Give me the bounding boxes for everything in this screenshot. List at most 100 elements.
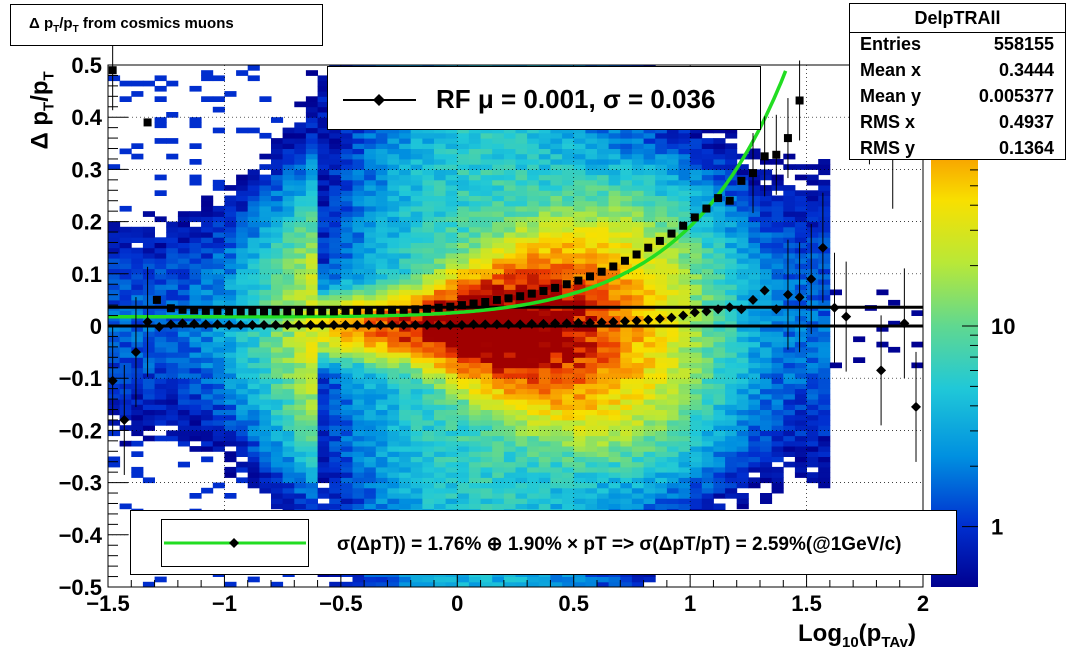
heatmap-cell: [713, 367, 726, 374]
heatmap-cell: [422, 430, 435, 437]
heatmap-cell: [294, 451, 307, 457]
heatmap-cell: [771, 226, 784, 233]
heatmap-cell: [212, 226, 225, 233]
heatmap-cell: [538, 414, 551, 421]
heatmap-cell: [201, 289, 214, 296]
heatmap-cell: [585, 461, 598, 468]
heatmap-cell: [783, 378, 796, 384]
heatmap-cell: [585, 164, 598, 170]
heatmap-cell: [713, 341, 726, 348]
heatmap-cell: [131, 153, 144, 160]
heatmap-cell: [608, 477, 621, 484]
heatmap-cell: [678, 388, 691, 395]
heatmap-cell: [119, 336, 132, 343]
heatmap-cell: [480, 451, 493, 457]
heatmap-cell: [154, 216, 167, 223]
heatmap-cell: [538, 383, 551, 390]
heatmap-cell: [666, 503, 679, 510]
heatmap-cell: [352, 195, 365, 202]
heatmap-cell: [538, 456, 551, 463]
heatmap-cell: [119, 289, 132, 296]
heatmap-cell: [748, 482, 761, 489]
heatmap-cell: [643, 383, 656, 390]
heatmap-cell: [713, 148, 726, 155]
heatmap-cell: [399, 237, 412, 243]
heatmap-cell: [690, 409, 703, 416]
heatmap-cell: [468, 326, 481, 332]
heatmap-cell: [620, 435, 633, 442]
heatmap-cell: [457, 185, 470, 191]
heatmap-cell: [422, 414, 435, 421]
heatmap-cell: [550, 336, 563, 343]
heatmap-cell: [794, 451, 807, 457]
heatmap-cell: [480, 273, 493, 280]
heatmap-cell: [154, 367, 167, 374]
heatmap-cell: [108, 221, 121, 228]
heatmap-cell: [364, 331, 377, 337]
heatmap-cell: [666, 159, 679, 165]
heatmap-cell: [236, 70, 249, 76]
heatmap-cell: [573, 315, 586, 322]
heatmap-cell: [562, 336, 575, 343]
heatmap-cell: [806, 164, 819, 170]
heatmap-cell: [643, 367, 656, 374]
heatmap-cell: [771, 414, 784, 421]
heatmap-cell: [736, 315, 749, 322]
heatmap-cell: [387, 456, 400, 463]
heatmap-cell: [736, 232, 749, 238]
heatmap-cell: [725, 440, 738, 447]
heatmap-cell: [701, 200, 714, 207]
heatmap-cell: [597, 205, 610, 212]
heatmap-cell: [108, 399, 121, 405]
heatmap-cell: [399, 232, 412, 238]
heatmap-cell: [690, 446, 703, 452]
heatmap-cell: [422, 258, 435, 264]
heatmap-cell: [736, 482, 749, 489]
heatmap-cell: [457, 451, 470, 457]
heatmap-cell: [480, 247, 493, 254]
heatmap-cell: [422, 268, 435, 275]
heatmap-cell: [189, 352, 202, 358]
heatmap-cell: [375, 216, 388, 223]
heatmap-cell: [387, 388, 400, 395]
heatmap-cell: [212, 331, 225, 337]
heatmap-cell: [247, 388, 260, 395]
heatmap-cell: [352, 378, 365, 384]
heatmap-cell: [748, 461, 761, 468]
heatmap-cell: [259, 409, 272, 416]
heatmap-cell: [515, 331, 528, 337]
heatmap-cell: [573, 477, 586, 484]
heatmap-cell: [597, 472, 610, 478]
heatmap-cell: [515, 487, 528, 494]
heatmap-cell: [142, 294, 155, 301]
heatmap-cell: [678, 383, 691, 390]
heatmap-cell: [573, 237, 586, 243]
heatmap-cell: [375, 420, 388, 426]
heatmap-cell: [259, 164, 272, 170]
heatmap-cell: [515, 581, 528, 588]
heatmap-cell: [725, 461, 738, 468]
heatmap-cell: [643, 268, 656, 275]
heatmap-cell: [794, 383, 807, 390]
heatmap-cell: [725, 294, 738, 301]
heatmap-cell: [631, 138, 644, 144]
heatmap-cell: [119, 310, 132, 316]
heatmap-cell: [573, 195, 586, 202]
heatmap-cell: [538, 179, 551, 186]
heatmap-cell: [701, 221, 714, 228]
heatmap-cell: [399, 294, 412, 301]
heatmap-cell: [317, 185, 330, 191]
heatmap-cell: [259, 190, 272, 196]
heatmap-cell: [434, 393, 447, 400]
heatmap-cell: [631, 294, 644, 301]
heatmap-cell: [678, 487, 691, 494]
heatmap-cell: [352, 164, 365, 170]
heatmap-cell: [305, 112, 318, 118]
heatmap-cell: [771, 373, 784, 379]
heatmap-cell: [212, 247, 225, 254]
heatmap-cell: [154, 237, 167, 243]
heatmap-cell: [247, 367, 260, 374]
heatmap-cell: [678, 216, 691, 223]
heatmap-cell: [562, 326, 575, 332]
heatmap-cell: [340, 211, 353, 217]
